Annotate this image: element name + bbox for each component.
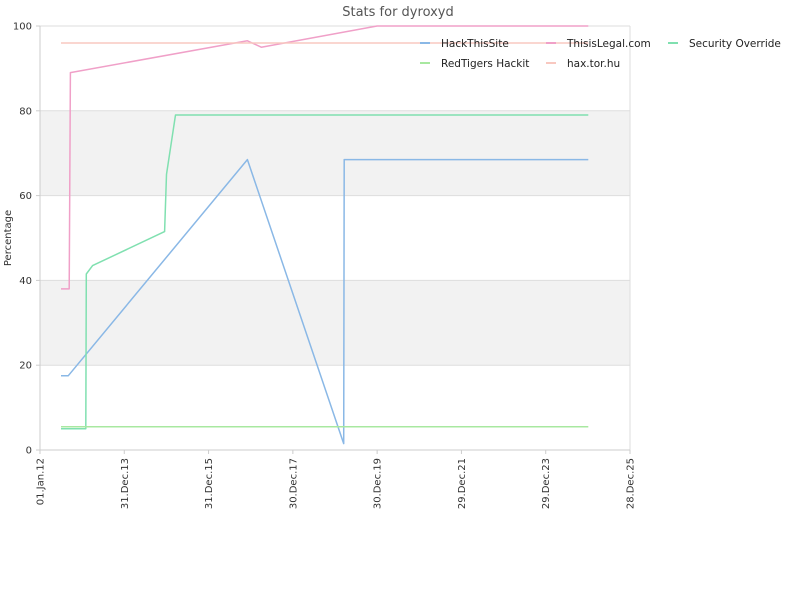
y-tick-label: 80	[19, 106, 32, 117]
y-tick-label: 0	[26, 446, 32, 457]
legend-label: ThisisLegal.com	[566, 38, 651, 50]
y-tick-label: 60	[19, 191, 32, 202]
x-tick-label: 30.Dec.19	[373, 458, 384, 509]
legend-label: RedTigers Hackit	[441, 58, 529, 70]
series-line-1	[61, 25, 589, 290]
x-tick-label: 28.Dec.25	[626, 458, 637, 509]
x-tick-label: 30.Dec.17	[288, 458, 299, 509]
series-line-2	[61, 114, 589, 430]
series-line-0	[61, 158, 589, 445]
x-tick-label: 01.Jan.12	[36, 458, 47, 505]
legend-label: Security Override	[689, 38, 781, 50]
x-tick-label: 29.Dec.21	[457, 458, 468, 509]
plot-band	[40, 195, 630, 281]
axes	[39, 26, 631, 451]
tick-labels: 0 20 40 60 80 100 01.Jan.12 31.Dec.13 31.Dec.15 3…	[13, 22, 637, 510]
plot-bands	[40, 26, 630, 450]
x-tick-label: 31.Dec.15	[204, 458, 215, 509]
y-tick-label: 40	[19, 276, 32, 287]
y-axis-label: Percentage	[3, 210, 14, 266]
legend-label: HackThisSite	[441, 38, 509, 50]
x-tick-label: 31.Dec.13	[120, 458, 131, 509]
series-lines	[61, 25, 589, 445]
y-tick-label: 100	[13, 22, 32, 33]
x-tick-label: 29.Dec.23	[541, 458, 552, 509]
legend: HackThisSite ThisisLegal.com Security Over…	[420, 38, 781, 70]
plot-band	[40, 280, 630, 366]
chart-title: Stats for dyroxyd	[342, 5, 454, 20]
plot-band	[40, 26, 630, 111]
legend-label: hax.tor.hu	[567, 58, 620, 70]
plot-band	[40, 365, 630, 450]
y-tick-label: 20	[19, 361, 32, 372]
plot-band	[40, 110, 630, 196]
